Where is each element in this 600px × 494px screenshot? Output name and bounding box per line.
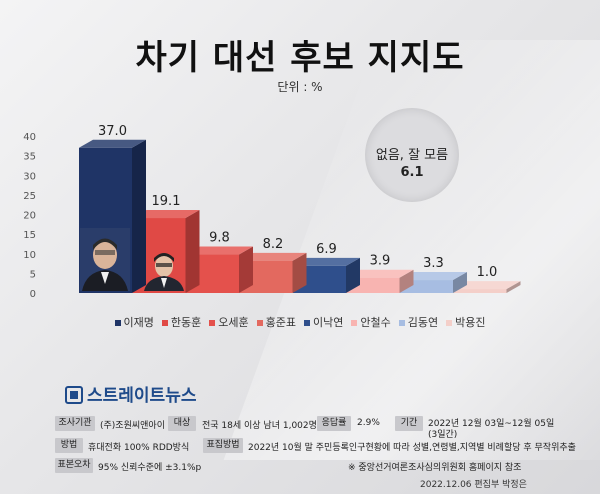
bar-top: [186, 246, 253, 255]
y-tick-label: 25: [23, 191, 36, 202]
bar-value-label: 8.2: [263, 237, 284, 252]
legend-swatch: [209, 320, 216, 326]
legend-swatch: [114, 320, 121, 326]
bar-side: [239, 246, 253, 293]
legend-swatch: [256, 320, 263, 326]
legend-label: 김동연: [407, 316, 439, 329]
bar-side: [292, 252, 307, 293]
y-tick-label: 10: [23, 250, 36, 261]
target-value: 전국 18세 이상 남녀 1,002명: [202, 421, 317, 431]
bar-side: [132, 139, 146, 293]
no-answer-callout: 없음, 잘 모름 6.1: [365, 108, 459, 202]
legend-item: 안철수: [351, 314, 391, 330]
bar-value-label: 9.8: [209, 231, 230, 246]
tag-sampling: 표집방법: [203, 438, 243, 453]
method-value: 휴대전화 100% RDD방식: [88, 443, 190, 453]
source-note: ※ 중앙선거여론조사심의위원회 홈페이지 참조: [348, 463, 522, 473]
bar-top: [79, 139, 146, 148]
bar-side: [185, 210, 200, 293]
legend-item: 오세훈: [209, 314, 249, 330]
candidate-photo-2: [144, 253, 184, 291]
bar-chart: 0 5 10 15 20 25 30 35 40 37.0 19.1 9.8 8.2 6.9 3.9 3.3 1…: [23, 124, 521, 300]
legend-item: 이낙연: [304, 314, 343, 330]
legend-item: 홍준표: [256, 314, 296, 330]
legend-item: 김동연: [398, 314, 439, 330]
tag-target: 대상: [168, 416, 196, 431]
tag-method: 방법: [55, 438, 83, 453]
tag-response-rate: 응답률: [317, 416, 351, 431]
legend-swatch: [161, 320, 168, 326]
chart-title: 차기 대선 후보 지지도: [135, 38, 465, 78]
bar-top: [293, 257, 360, 266]
logo-text: 스트레이트뉴스: [87, 386, 197, 406]
bar-side: [453, 272, 467, 293]
legend-label: 이낙연: [313, 316, 344, 329]
no-answer-value: 6.1: [400, 165, 424, 180]
legend-label: 박용진: [455, 316, 486, 329]
bar-top: [400, 272, 467, 281]
legend-swatch: [398, 320, 405, 326]
bar-value-label: 3.3: [423, 256, 444, 271]
candidate-photo-1: [80, 228, 130, 291]
y-tick-label: 30: [23, 171, 36, 182]
tag-error: 표본오차: [55, 458, 93, 473]
no-answer-label: 없음, 잘 모름: [375, 148, 449, 163]
bar-value-label: 1.0: [477, 265, 498, 280]
logo-icon: [65, 386, 83, 404]
bar-value-label: 6.9: [316, 242, 337, 257]
legend-label: 오세훈: [218, 316, 249, 329]
legend-item: 한동훈: [161, 314, 202, 330]
y-tick-label: 5: [30, 269, 36, 280]
bar-side: [506, 281, 521, 293]
unit-label: 단위 : %: [277, 80, 323, 94]
sampling-value: 2022년 10월 말 주민등록인구현황에 따라 성별,연령별,지역별 비례할당…: [248, 443, 576, 453]
y-tick-label: 0: [30, 289, 36, 300]
tag-agency: 조사기관: [55, 416, 95, 431]
bar-top: [239, 252, 307, 261]
legend-label: 안철수: [360, 316, 391, 329]
period-days: (3일간): [428, 430, 458, 440]
footer-credit: 2022.12.06 편집부 박정은: [420, 480, 527, 490]
bar-value-label: 3.9: [370, 254, 391, 269]
error-value: 95% 신뢰수준에 ±3.1%p: [98, 463, 202, 473]
bar-top: [132, 210, 200, 219]
legend-label: 이재명: [123, 316, 154, 329]
legend-swatch: [446, 320, 453, 326]
bar-top: [346, 269, 414, 278]
legend-item: 박용진: [446, 314, 486, 330]
y-tick-label: 15: [23, 230, 36, 241]
chart-legend: 이재명 한동훈 오세훈 홍준표 이낙연 안철수 김동연 박용진: [0, 314, 600, 330]
period-value: 2022년 12월 03일~12월 05일: [428, 419, 555, 429]
bar-value-label: 37.0: [98, 124, 127, 139]
bar: [453, 289, 507, 293]
legend-item: 이재명: [114, 314, 154, 330]
legend-swatch: [304, 320, 310, 326]
bar-side: [346, 257, 360, 293]
agency-value: (주)조원씨앤아이: [100, 421, 165, 431]
bar-top: [453, 281, 521, 290]
legend-swatch: [351, 320, 358, 326]
bar-side: [399, 269, 414, 293]
legend-label: 홍준표: [265, 316, 296, 329]
bar-value-label: 19.1: [152, 194, 181, 209]
news-logo: 스트레이트뉴스: [65, 381, 196, 406]
tag-period: 기간: [395, 416, 423, 431]
y-tick-label: 20: [23, 211, 36, 222]
y-tick-label: 35: [23, 152, 36, 163]
legend-label: 한동훈: [170, 316, 202, 329]
response-rate-value: 2.9%: [357, 418, 380, 428]
y-tick-label: 40: [23, 132, 36, 143]
